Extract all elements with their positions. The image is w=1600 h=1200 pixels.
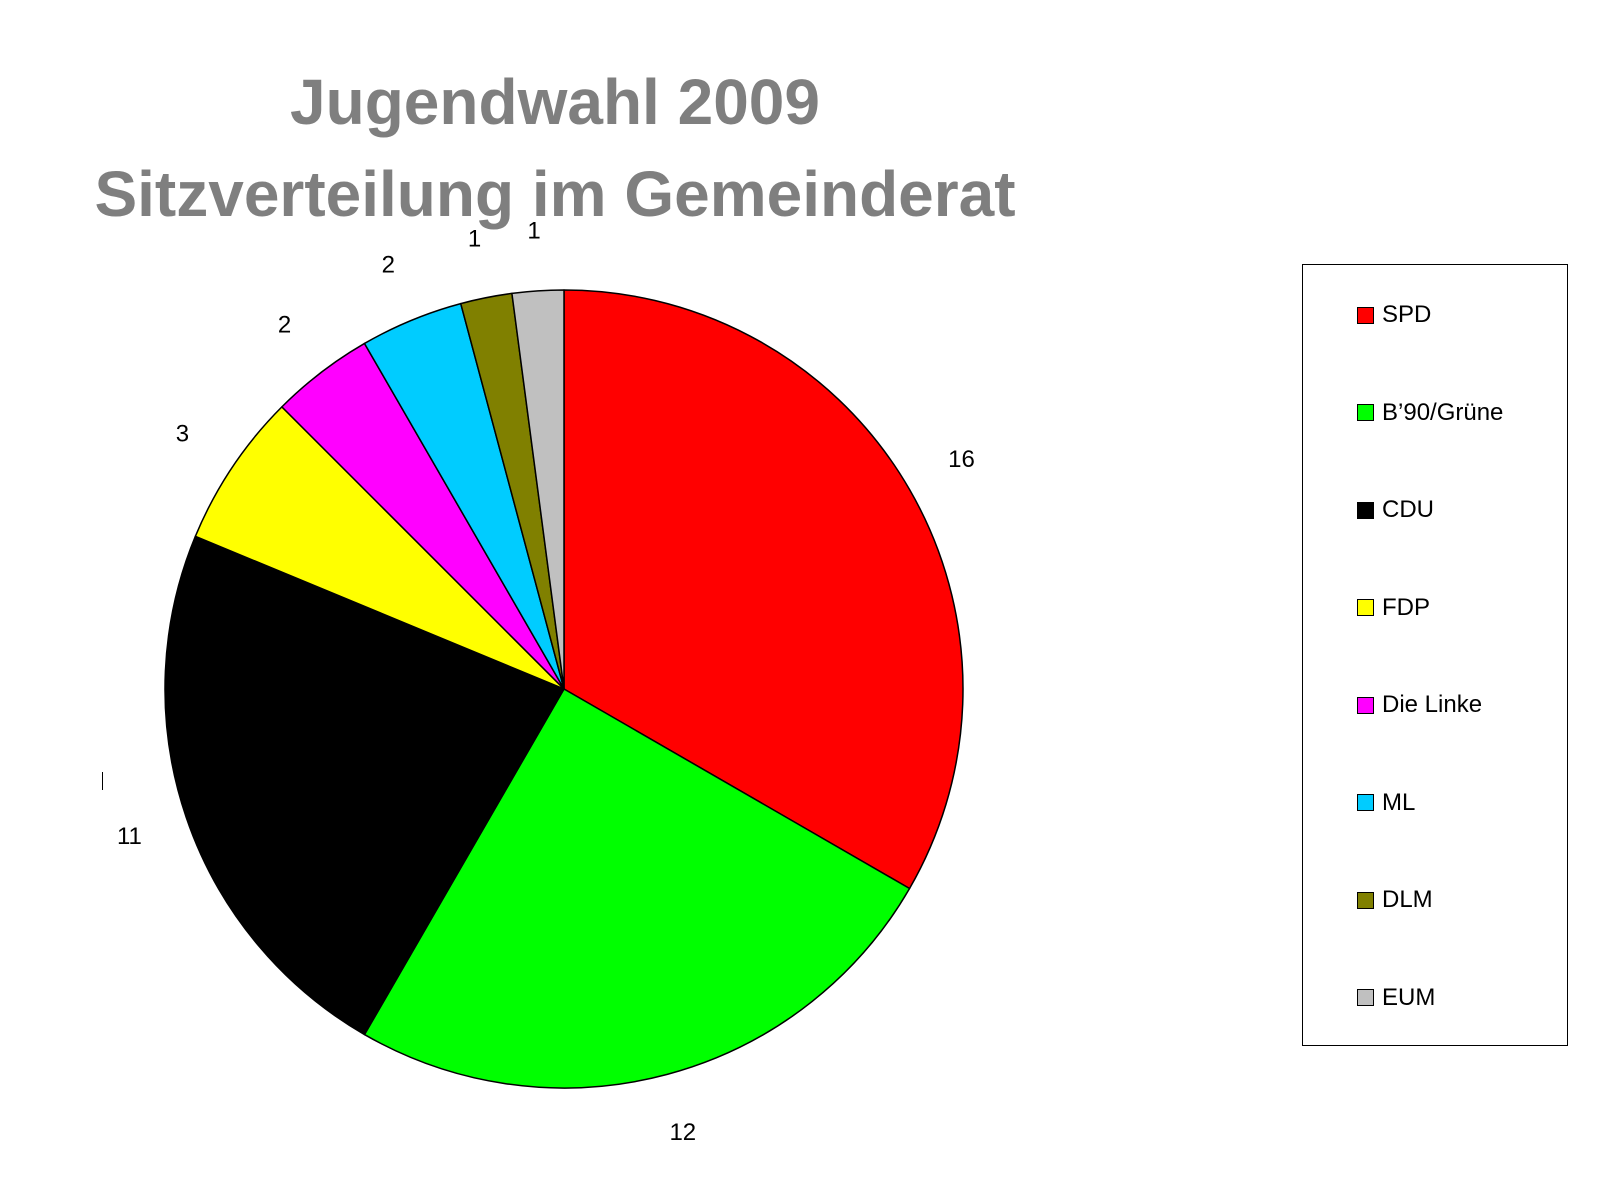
legend-swatch	[1357, 306, 1374, 324]
legend-label: SPD	[1382, 301, 1432, 328]
legend-swatch	[1357, 404, 1374, 421]
pie-slice-cdu	[164, 535, 565, 1036]
legend-label: CDU	[1382, 496, 1434, 523]
legend-item-b-90-gr-ne: B’90/Grüne	[1357, 398, 1503, 428]
legend-item-die-linke: Die Linke	[1357, 690, 1482, 720]
data-label-die-linke: 2	[278, 311, 291, 338]
legend-item-ml: ML	[1357, 788, 1415, 818]
legend-label: EUM	[1382, 983, 1436, 1011]
legend-swatch	[1357, 696, 1374, 714]
legend-swatch	[1357, 501, 1374, 519]
legend: SPD B’90/Grüne CDU FDP Die Linke ML DLM EUM	[1302, 264, 1568, 1046]
pie-slice-spd	[563, 289, 964, 890]
pie-slice-b-90-gr-ne	[363, 688, 911, 1089]
legend-item-cdu: CDU	[1357, 495, 1434, 525]
pie-slices	[164, 289, 964, 1089]
legend-swatch	[1357, 891, 1374, 909]
chart-title-line-2: Sitzverteilung im Gemeinderat	[94, 158, 1016, 230]
data-label-eum: 1	[527, 218, 540, 245]
legend-item-fdp: FDP	[1357, 593, 1430, 623]
pie-slice-eum	[511, 289, 565, 690]
stray-tick-mark	[102, 772, 103, 790]
legend-label: DLM	[1382, 886, 1433, 913]
legend-item-dlm: DLM	[1357, 885, 1433, 915]
data-label-dlm: 1	[468, 225, 481, 252]
pie-slice-fdp	[194, 406, 565, 690]
legend-label: Die Linke	[1382, 691, 1483, 718]
legend-swatch	[1357, 989, 1374, 1006]
chart-title: Jugendwahl 2009 Sitzverteilung im Gemein…	[0, 56, 1110, 240]
legend-swatch	[1357, 599, 1374, 616]
data-label-cdu: 11	[117, 823, 142, 850]
legend-label: ML	[1382, 788, 1416, 816]
legend-item-eum: EUM	[1357, 983, 1435, 1013]
legend-swatch	[1357, 794, 1374, 811]
legend-label: FDP	[1382, 593, 1430, 621]
data-label-fdp: 3	[176, 421, 189, 448]
legend-item-spd: SPD	[1357, 300, 1431, 330]
data-label-b-90-gr-ne: 12	[669, 1119, 696, 1146]
chart-title-line-1: Jugendwahl 2009	[290, 66, 820, 138]
legend-label: B’90/Grüne	[1382, 398, 1504, 426]
data-label-spd: 16	[948, 446, 975, 473]
data-label-ml: 2	[382, 251, 395, 278]
